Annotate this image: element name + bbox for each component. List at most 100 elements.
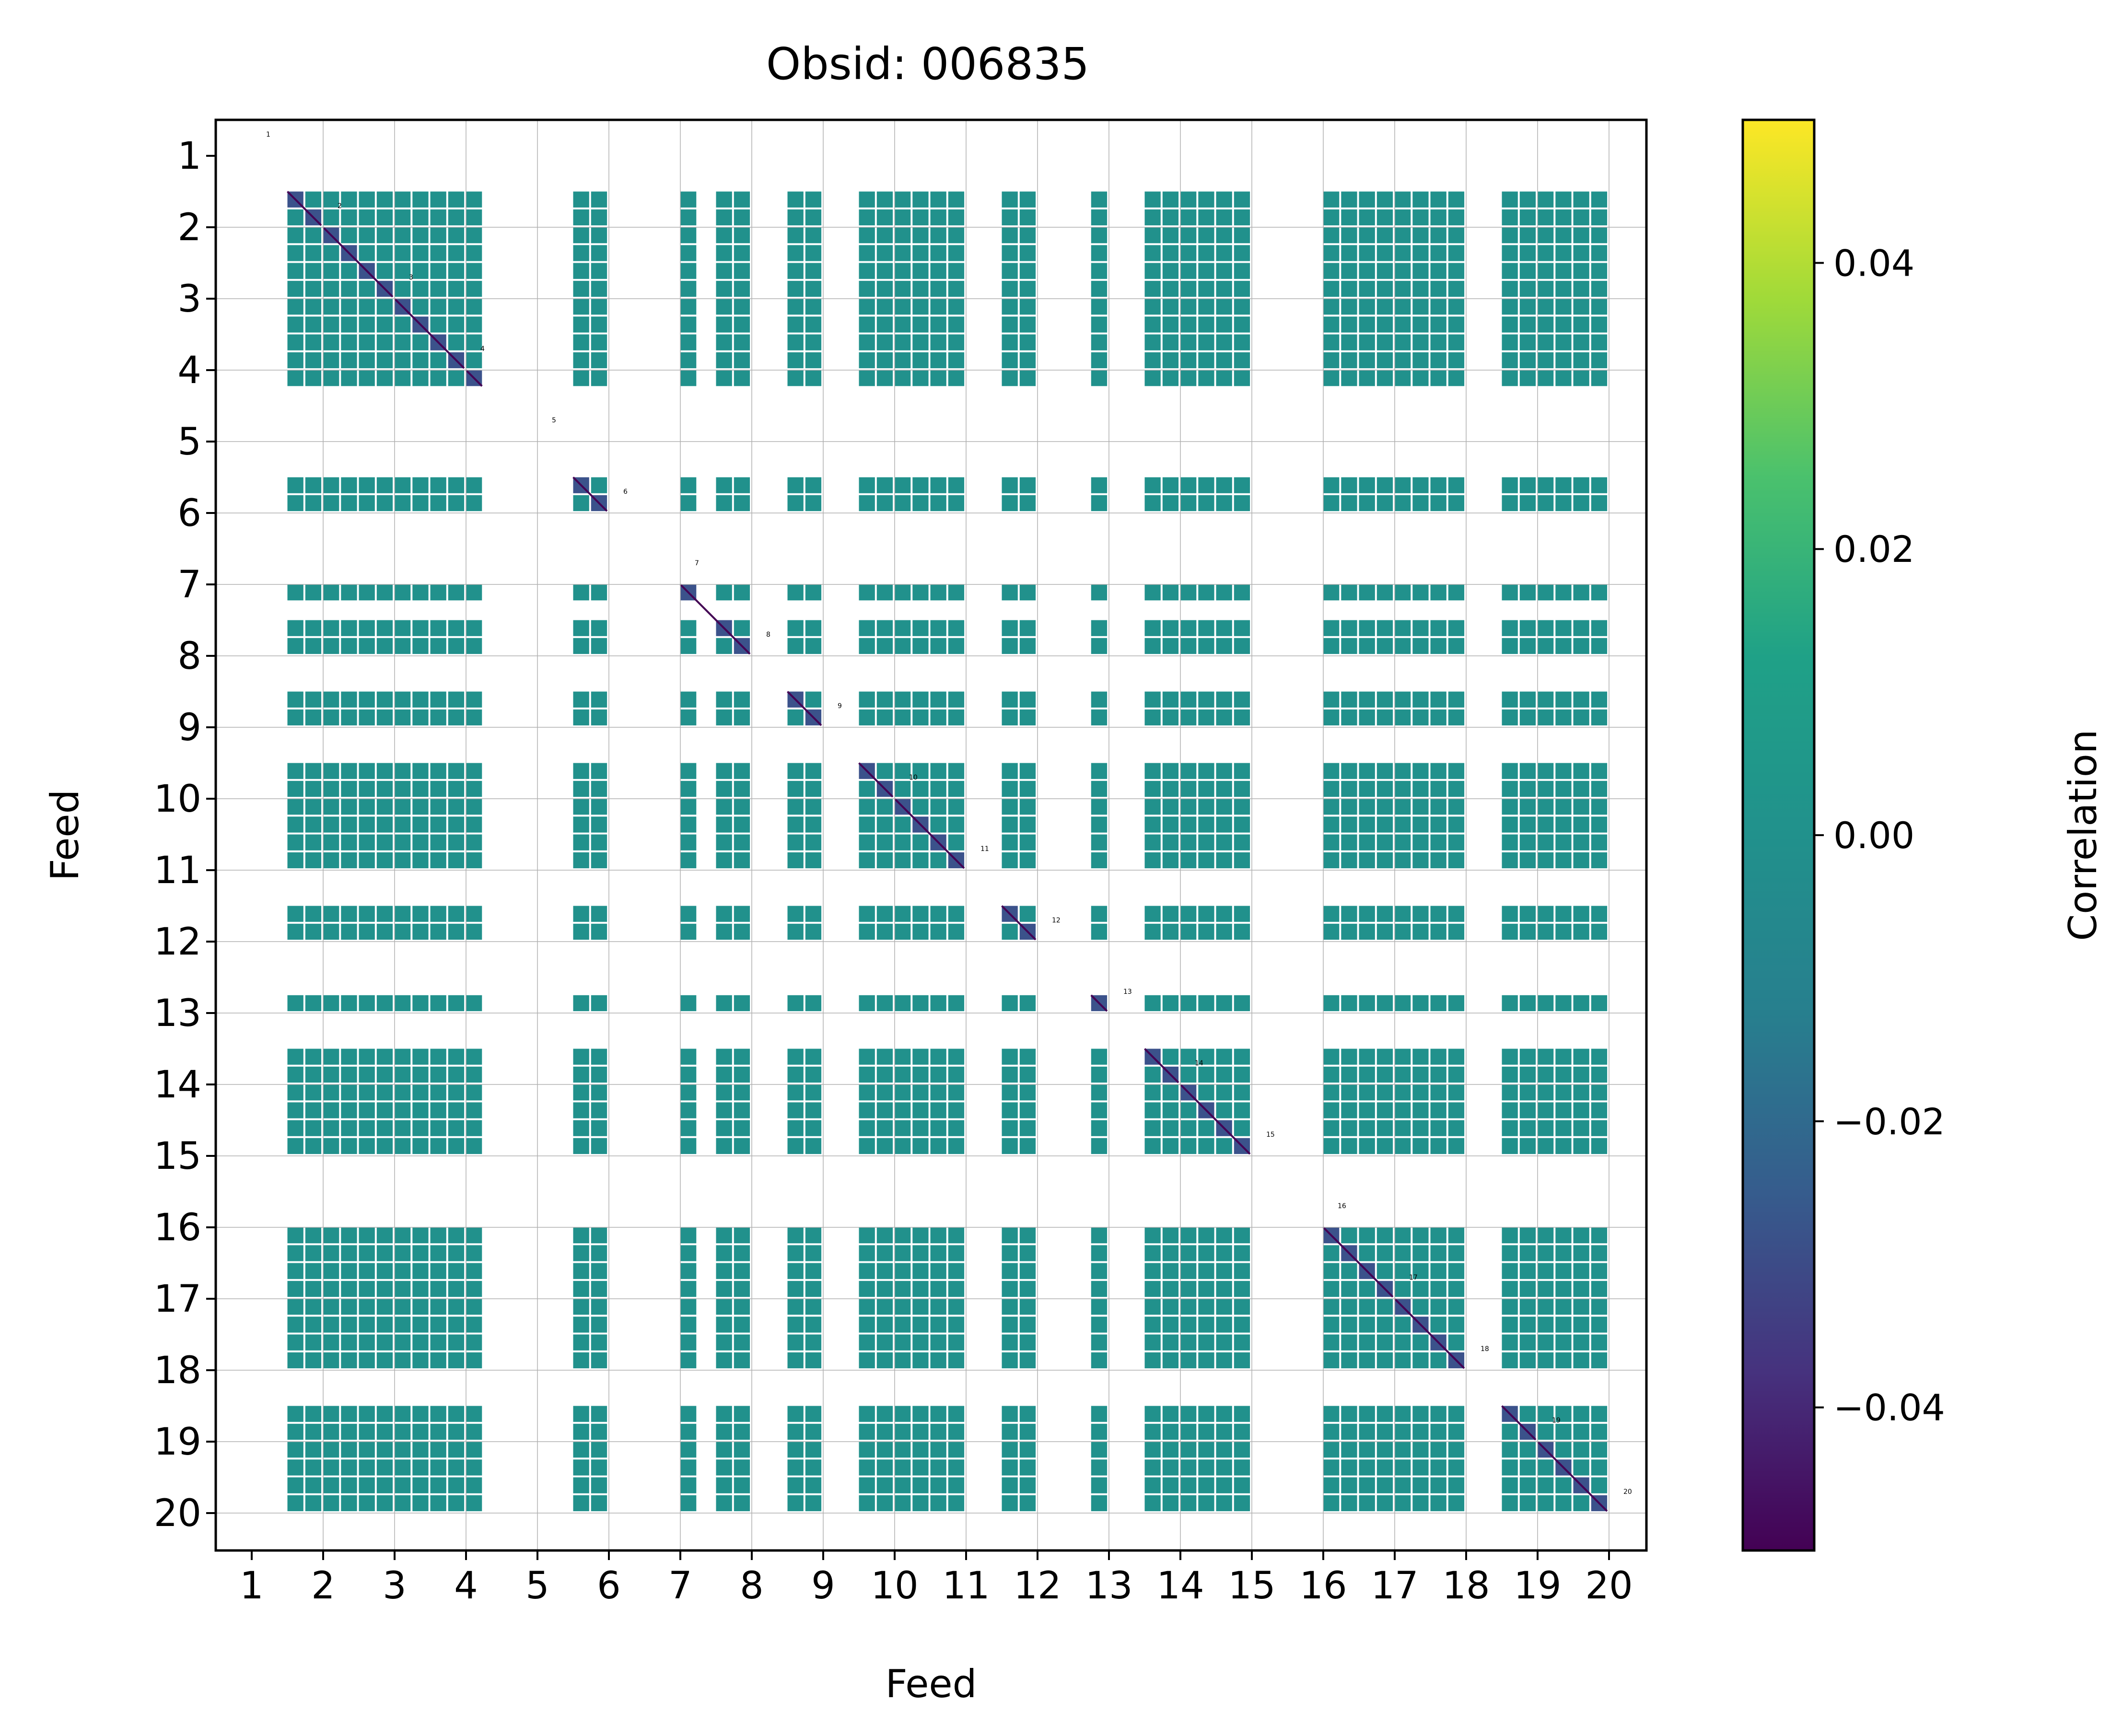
heatmap-cell <box>287 1406 303 1422</box>
heatmap-cell <box>1234 1281 1250 1297</box>
heatmap-cell <box>466 1495 482 1512</box>
heatmap-cell <box>1519 1352 1536 1369</box>
y-tick-label: 18 <box>154 1349 201 1392</box>
heatmap-cell <box>895 1066 911 1083</box>
heatmap-cell <box>359 1352 375 1369</box>
heatmap-cell <box>1234 1334 1250 1351</box>
heatmap-cell <box>912 1281 929 1297</box>
heatmap-cell <box>1216 763 1232 779</box>
heatmap-cell <box>1412 906 1429 922</box>
diagonal-block-cell <box>930 799 946 815</box>
heatmap-cell <box>341 781 357 797</box>
heatmap-cell <box>787 781 804 797</box>
heatmap-cell <box>1448 495 1465 512</box>
heatmap-cell <box>448 995 465 1012</box>
heatmap-cell <box>466 781 482 797</box>
heatmap-cell <box>930 1227 946 1244</box>
heatmap-cell <box>359 691 375 708</box>
heatmap-cell <box>805 1317 822 1333</box>
heatmap-cell <box>1234 1066 1250 1083</box>
heatmap-cell <box>359 584 375 601</box>
heatmap-cell <box>395 1102 411 1118</box>
heatmap-cell <box>466 263 482 279</box>
heatmap-cell <box>912 477 929 493</box>
heatmap-cell <box>1323 1423 1340 1440</box>
heatmap-cell <box>1430 1102 1446 1118</box>
heatmap-cell <box>876 263 893 279</box>
heatmap-cell <box>1430 1227 1446 1244</box>
heatmap-cell <box>591 638 607 654</box>
heatmap-cell <box>876 477 893 493</box>
heatmap-cell <box>430 1084 446 1101</box>
heatmap-cell <box>573 709 589 726</box>
heatmap-cell <box>1395 781 1411 797</box>
diagonal-block-cell <box>1019 906 1036 922</box>
heatmap-cell <box>1144 799 1161 815</box>
heatmap-cell <box>1216 1406 1232 1422</box>
heatmap-cell <box>1144 280 1161 297</box>
heatmap-cell <box>573 352 589 369</box>
heatmap-cell <box>1002 280 1018 297</box>
heatmap-cell <box>1395 852 1411 869</box>
heatmap-cell <box>1216 906 1232 922</box>
heatmap-cell <box>1359 1066 1375 1083</box>
heatmap-cell <box>1323 923 1340 940</box>
heatmap-cell <box>359 209 375 226</box>
heatmap-cell <box>1341 709 1357 726</box>
heatmap-cell <box>323 638 339 654</box>
heatmap-cell <box>412 1263 429 1279</box>
heatmap-cell <box>734 191 750 208</box>
heatmap-cell <box>448 638 465 654</box>
heatmap-cell <box>412 1245 429 1261</box>
heatmap-cell <box>1323 799 1340 815</box>
heatmap-cell <box>1002 1227 1018 1244</box>
heatmap-cell <box>1448 1102 1465 1118</box>
heatmap-cell <box>573 1281 589 1297</box>
heatmap-cell <box>341 1423 357 1440</box>
heatmap-cell <box>1395 316 1411 333</box>
heatmap-cell <box>1198 1263 1214 1279</box>
heatmap-cell <box>1430 620 1446 636</box>
heatmap-cell <box>1359 781 1375 797</box>
heatmap-cell <box>448 1406 465 1422</box>
heatmap-cell <box>876 816 893 833</box>
heatmap-cell <box>395 691 411 708</box>
diagonal-block-cell <box>1341 1281 1357 1297</box>
heatmap-cell <box>341 1352 357 1369</box>
heatmap-cell <box>1448 763 1465 779</box>
heatmap-cell <box>412 1442 429 1458</box>
heatmap-cell <box>591 1263 607 1279</box>
heatmap-cell <box>1019 299 1036 315</box>
heatmap-cell <box>1591 1263 1608 1279</box>
heatmap-cell <box>1002 1477 1018 1493</box>
heatmap-cell <box>1019 763 1036 779</box>
heatmap-cell <box>734 709 750 726</box>
heatmap-cell <box>341 209 357 226</box>
heatmap-cell <box>448 1102 465 1118</box>
heatmap-cell <box>395 709 411 726</box>
heatmap-cell <box>1323 1459 1340 1476</box>
heatmap-cell <box>1573 1263 1589 1279</box>
heatmap-cell <box>305 1049 322 1065</box>
heatmap-cell <box>305 280 322 297</box>
heatmap-cell <box>1234 1423 1250 1440</box>
heatmap-cell <box>1198 852 1214 869</box>
heatmap-cell <box>323 1102 339 1118</box>
heatmap-cell <box>1091 1299 1108 1315</box>
heatmap-cell <box>1555 816 1572 833</box>
colorbar-tick-label: 0.04 <box>1833 242 1914 284</box>
heatmap-cell <box>1538 1102 1554 1118</box>
heatmap-cell <box>1555 1281 1572 1297</box>
heatmap-cell <box>1162 209 1179 226</box>
heatmap-cell <box>930 709 946 726</box>
heatmap-cell <box>1430 995 1446 1012</box>
heatmap-cell <box>787 1281 804 1297</box>
heatmap-cell <box>1019 1477 1036 1493</box>
heatmap-cell <box>734 781 750 797</box>
heatmap-cell <box>895 1049 911 1065</box>
heatmap-cell <box>1216 816 1232 833</box>
heatmap-cell <box>430 1459 446 1476</box>
heatmap-cell <box>1519 906 1536 922</box>
heatmap-cell <box>591 1120 607 1136</box>
heatmap-cell <box>912 227 929 244</box>
